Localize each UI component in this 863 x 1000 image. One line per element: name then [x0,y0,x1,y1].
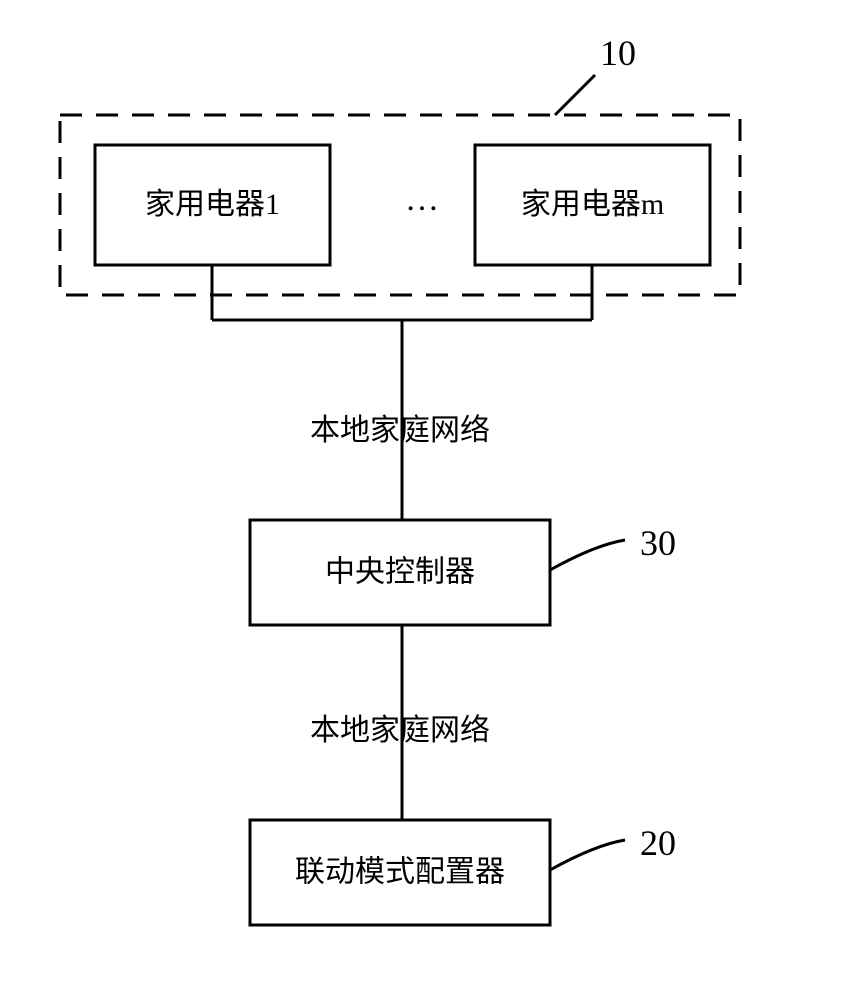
ref-10-label: 10 [600,33,636,73]
edge-1-label: 本地家庭网络 [310,414,490,447]
appliance-ellipsis: … [405,181,445,218]
appliance-1-label: 家用电器1 [145,188,280,221]
configurer-label: 联动模式配置器 [295,855,505,888]
controller-label: 中央控制器 [325,555,475,588]
ref-30-label: 30 [640,523,676,563]
ref-20-label: 20 [640,823,676,863]
edge-2-label: 本地家庭网络 [310,714,490,747]
canvas-bg [0,0,863,1000]
appliance-m-label: 家用电器m [521,188,664,221]
